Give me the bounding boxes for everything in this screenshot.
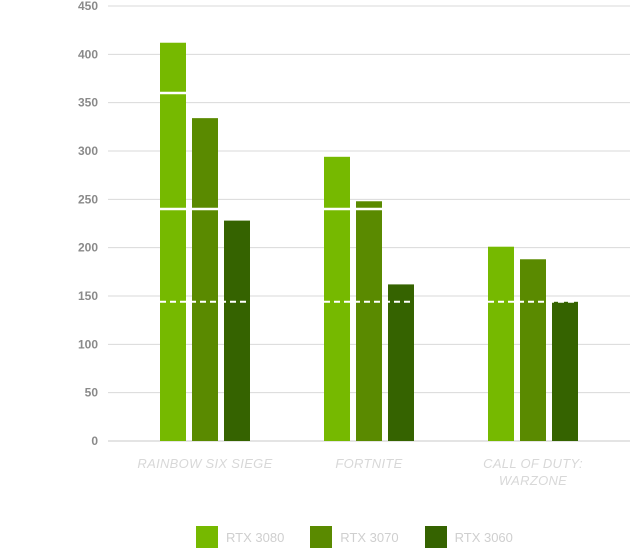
reference-lines <box>160 91 578 303</box>
legend-label: RTX 3080 <box>226 529 285 545</box>
category-label: RAINBOW SIX SIEGE <box>137 456 272 471</box>
bar <box>388 284 414 441</box>
bar <box>552 301 578 441</box>
legend-item-rtx-3060: RTX 3060 <box>424 526 513 548</box>
legend-swatch <box>310 526 333 548</box>
bar <box>520 259 546 441</box>
legend-label: RTX 3070 <box>340 529 399 545</box>
bar <box>356 201 382 441</box>
y-tick-label: 150 <box>78 289 98 303</box>
y-tick-label: 50 <box>85 386 99 400</box>
y-tick-label: 0 <box>91 434 98 448</box>
legend-swatch <box>196 526 218 548</box>
legend-label: RTX 3060 <box>454 529 513 545</box>
y-axis-ticks: 0 50 100 150 200 250 300 350 400 450 <box>78 0 98 448</box>
category-label: CALL OF DUTY: <box>483 456 583 471</box>
bar <box>192 118 218 441</box>
y-tick-label: 200 <box>78 241 98 255</box>
y-tick-label: 250 <box>78 192 98 206</box>
bar <box>224 220 250 441</box>
bar <box>160 42 186 441</box>
legend: RTX 3080 RTX 3070 RTX 3060 <box>196 526 539 548</box>
bar-chart: 0 50 100 150 200 250 300 350 400 450 RAINBOW SIX … <box>78 0 630 488</box>
bars <box>160 42 578 442</box>
bar <box>324 156 350 442</box>
y-tick-label: 300 <box>78 144 98 158</box>
bar <box>488 246 514 441</box>
legend-item-rtx-3070: RTX 3070 <box>310 526 399 548</box>
y-tick-label: 350 <box>78 96 98 110</box>
category-label: FORTNITE <box>335 456 402 471</box>
y-tick-label: 450 <box>78 0 98 13</box>
legend-item-rtx-3080: RTX 3080 <box>196 526 284 548</box>
y-tick-label: 100 <box>78 337 98 351</box>
y-tick-label: 400 <box>78 47 98 61</box>
x-axis-categories: RAINBOW SIX SIEGE FORTNITE CALL OF DUTY: WA… <box>137 456 583 488</box>
legend-swatch <box>424 526 447 548</box>
category-label: WARZONE <box>499 473 567 488</box>
